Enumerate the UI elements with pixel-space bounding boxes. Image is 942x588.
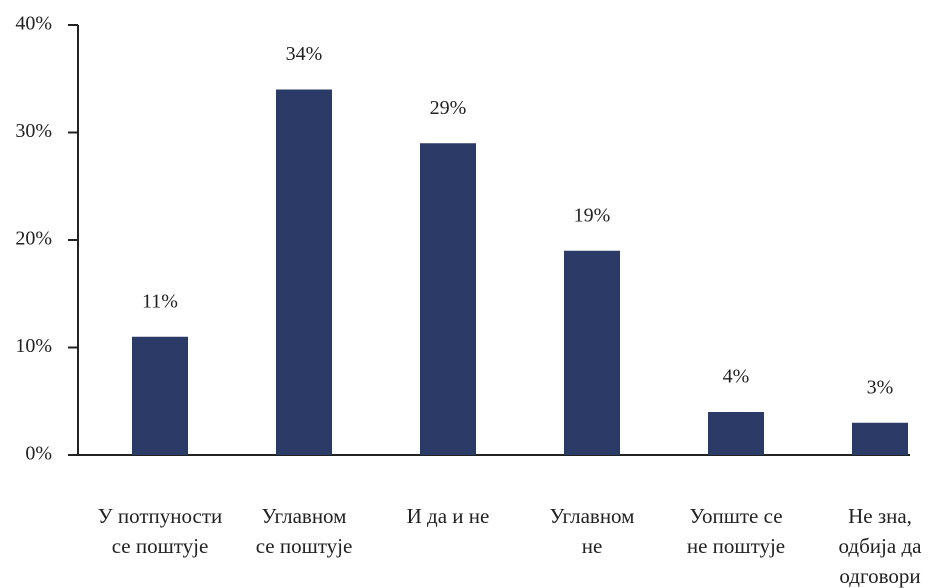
bar [564, 250, 620, 455]
y-tick-label: 10% [15, 335, 52, 357]
bar [276, 89, 332, 455]
x-tick-label: Уопште се не поштује [686, 504, 786, 558]
x-tick-label: У потпуности се поштује [97, 504, 223, 558]
value-label: 11% [142, 290, 178, 312]
value-label: 34% [286, 43, 323, 65]
value-label: 19% [574, 204, 611, 226]
value-label: 3% [867, 376, 894, 398]
x-tick-label: Углавном се поштује [255, 504, 353, 558]
x-tick-label: Не зна, одбија да одговори [838, 504, 922, 588]
x-tick-label: Углавном не [549, 504, 635, 558]
bar [132, 336, 188, 455]
bar [852, 422, 908, 455]
y-tick-label: 30% [15, 120, 52, 142]
y-tick-label: 20% [15, 228, 52, 250]
bar [420, 143, 476, 455]
value-label: 4% [723, 366, 750, 388]
y-tick-label: 40% [15, 13, 52, 35]
x-tick-label: И да и не [406, 504, 490, 528]
value-label: 29% [430, 97, 467, 119]
bar [708, 412, 764, 455]
y-tick-label: 0% [25, 443, 52, 465]
